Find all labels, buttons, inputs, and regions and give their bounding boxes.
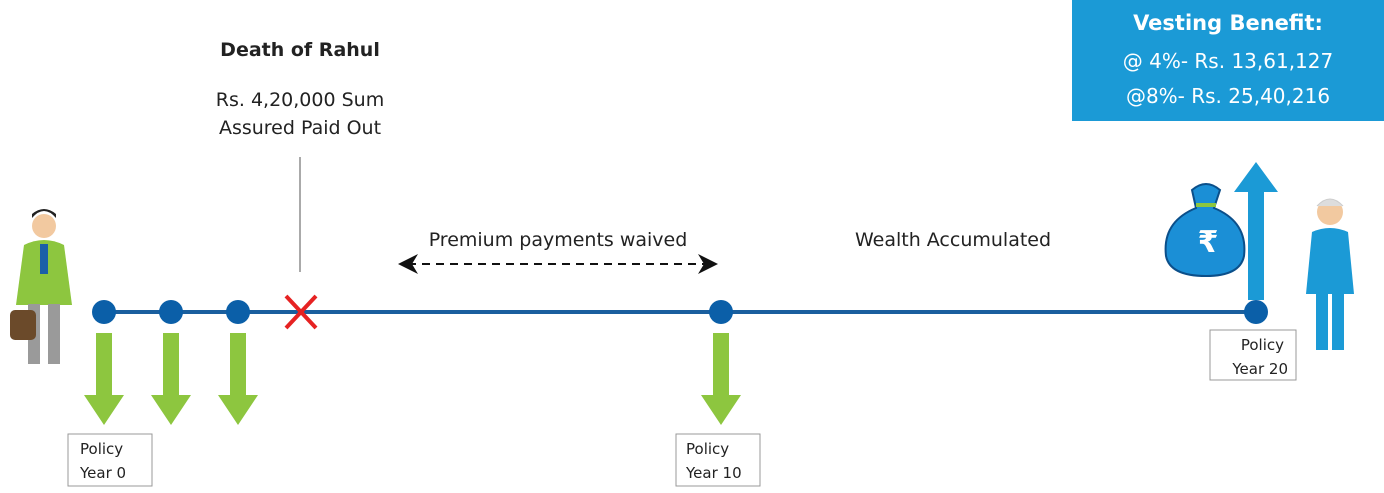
svg-text:₹: ₹ [1198,225,1219,260]
dot [92,300,116,324]
premium-arrow [84,333,124,425]
premium-arrow [701,333,741,425]
waiver-label: Premium payments waived [429,229,688,251]
old-man-icon [1306,199,1354,350]
milestone-label: Year 0 [79,464,126,482]
vesting-line: @8%- Rs. 25,40,216 [1126,84,1330,108]
page: Vesting Benefit: @ 4%- Rs. 13,61,127 @8%… [0,0,1384,489]
milestone-label: Year 10 [685,464,742,482]
dot [1244,300,1268,324]
dot [709,300,733,324]
accumulation-label: Wealth Accumulated [855,229,1051,251]
death-line: Assured Paid Out [219,117,381,139]
money-bag-icon: ₹ [1166,184,1245,276]
premium-arrows [84,333,741,425]
milestone-label: Policy [80,440,123,458]
premium-arrow [151,333,191,425]
milestone-label: Policy [1241,336,1284,354]
dot [226,300,250,324]
premium-arrow [218,333,258,425]
milestone-label: Policy [686,440,729,458]
vesting-line: @ 4%- Rs. 13,61,127 [1123,49,1333,73]
milestone-label: Year 20 [1231,360,1288,378]
death-title: Death of Rahul [220,39,380,61]
dot [159,300,183,324]
death-line: Rs. 4,20,000 Sum [216,89,384,111]
young-man-icon [10,209,72,364]
diagram: Vesting Benefit: @ 4%- Rs. 13,61,127 @8%… [0,0,1384,489]
vesting-title: Vesting Benefit: [1133,11,1323,35]
